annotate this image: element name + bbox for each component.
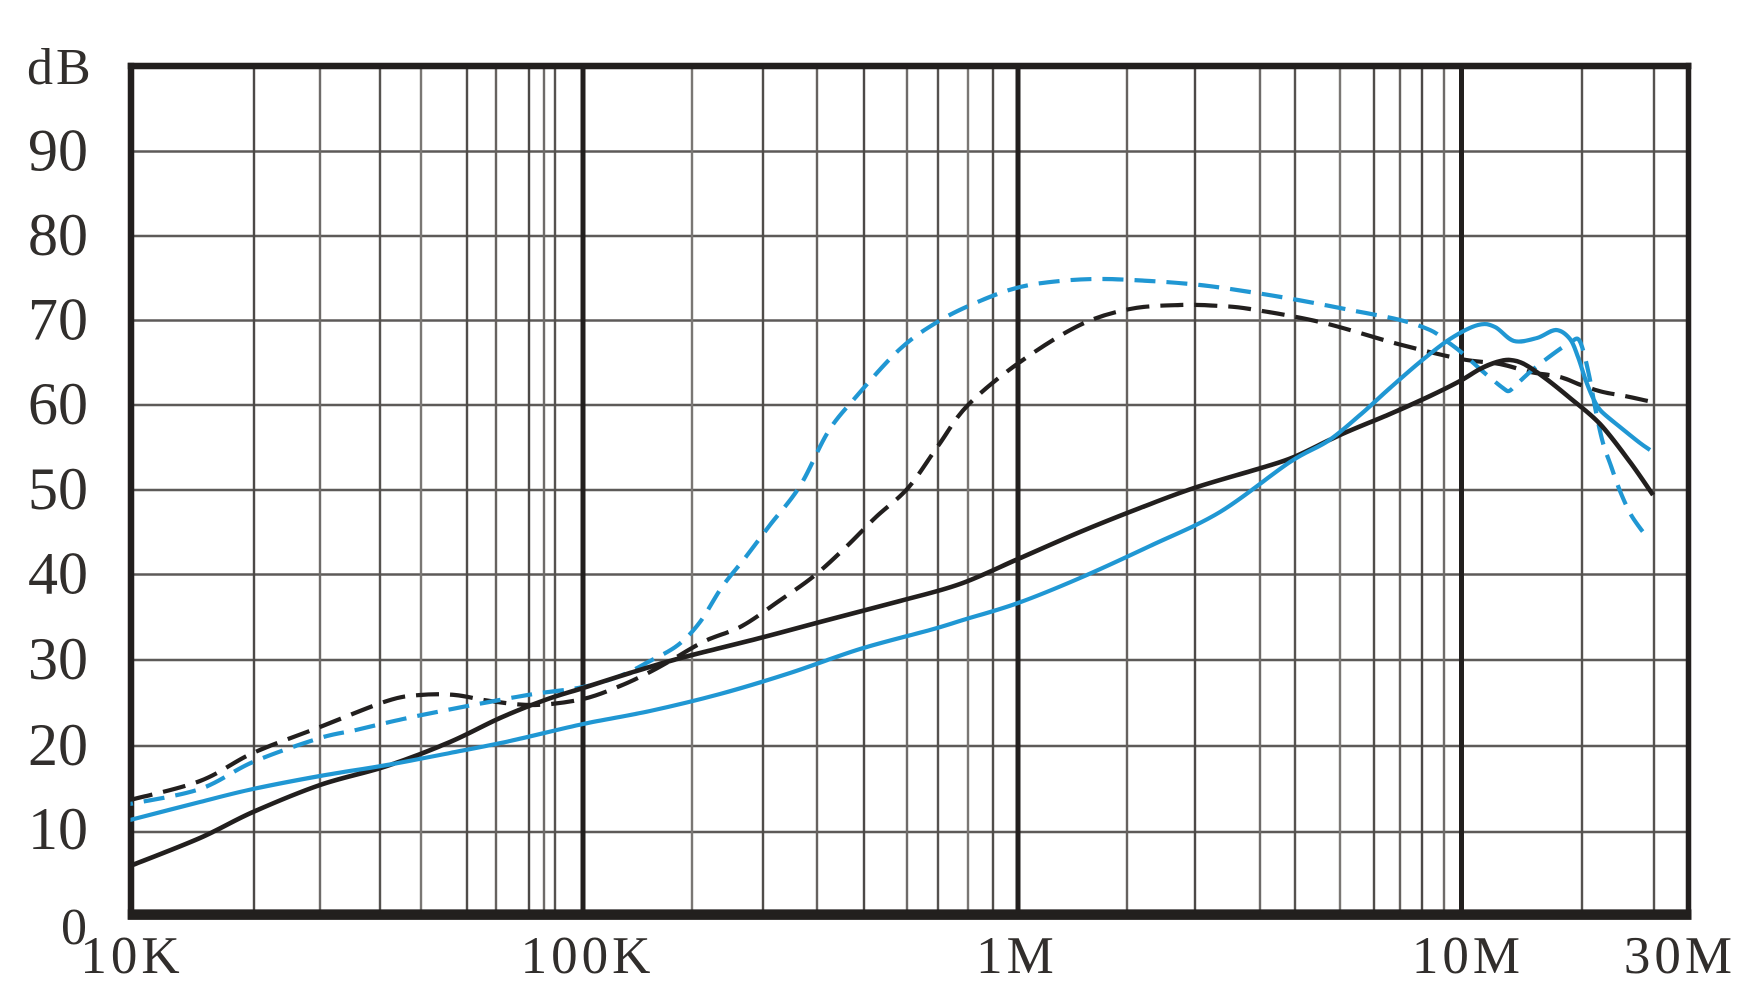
svg-text:70: 70: [28, 287, 88, 353]
svg-text:30: 30: [28, 626, 88, 692]
svg-text:50: 50: [28, 456, 88, 522]
svg-text:10K: 10K: [80, 927, 183, 985]
svg-text:20: 20: [28, 712, 88, 778]
svg-text:40: 40: [28, 541, 88, 607]
svg-text:0: 0: [61, 899, 87, 956]
svg-text:90: 90: [28, 118, 88, 184]
svg-text:10M: 10M: [1412, 927, 1524, 985]
svg-text:1M: 1M: [976, 927, 1058, 985]
svg-text:10: 10: [28, 796, 88, 862]
svg-text:30M: 30M: [1624, 927, 1736, 985]
svg-text:60: 60: [28, 371, 88, 437]
svg-text:100K: 100K: [521, 927, 655, 985]
svg-text:80: 80: [28, 202, 88, 268]
svg-text:dB: dB: [27, 39, 94, 96]
